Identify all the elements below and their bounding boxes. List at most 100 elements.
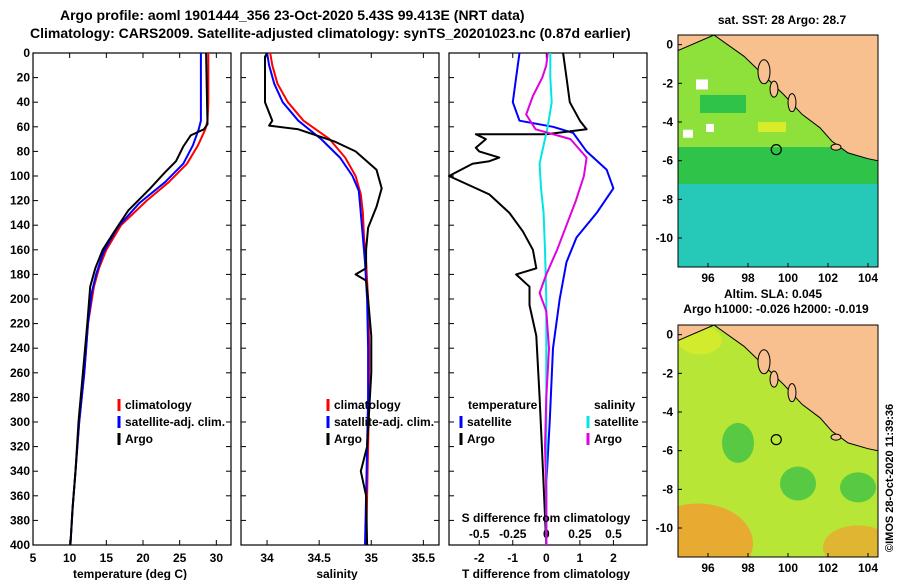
legend-t-argo: Argo [467, 432, 495, 446]
map-lat-label: -2 [662, 76, 673, 90]
sst-patch [758, 122, 786, 132]
series-temperature-argo [448, 52, 588, 546]
map-sla-title: Altim. SLA: 0.045 [724, 287, 822, 301]
series-satellite-adj-clim- [266, 52, 370, 546]
map-lat-label: 0 [666, 38, 673, 52]
map-lat-label: -10 [656, 521, 674, 535]
x-tick-label: 34 [260, 551, 274, 565]
x-tick-label-2: 0.25 [568, 527, 592, 541]
x-tick-label: 34.5 [307, 551, 331, 565]
depth-tick-label: 260 [10, 366, 30, 380]
x-tick-label: -1 [507, 551, 518, 565]
island [830, 143, 842, 151]
depth-tick-label: 80 [17, 144, 31, 158]
depth-tick-label: 380 [10, 513, 30, 527]
x-tick-label: 2 [610, 551, 617, 565]
map-lon-label: 98 [741, 271, 755, 285]
island [757, 349, 771, 375]
sumatra-land [678, 35, 878, 162]
map-frame [677, 324, 879, 558]
x-tick-label-2: -0.25 [499, 527, 527, 541]
legend-s-argo: Argo [594, 432, 622, 446]
legend-satellite: satellite-adj. clim. [334, 415, 434, 429]
sumatra-land [678, 325, 878, 452]
map-lat-label: -8 [662, 192, 673, 206]
map-frame [677, 34, 879, 268]
x-tick-label: 10 [63, 551, 77, 565]
map-lon-label: 102 [818, 271, 838, 285]
salinity-panel: 34 34.5 35 35.5 [240, 52, 440, 565]
sla-high [840, 472, 876, 503]
legend-s-satellite: satellite [594, 415, 639, 429]
map-lon-label: 100 [778, 561, 798, 575]
depth-tick-label: 240 [10, 341, 30, 355]
map-sst-title: sat. SST: 28 Argo: 28.7 [718, 13, 847, 27]
depth-tick-label: 340 [10, 464, 30, 478]
sla-high [722, 422, 754, 463]
temperature-legend: climatology satellite-adj. clim. Argo [117, 398, 225, 446]
depth-tick-label: 360 [10, 489, 30, 503]
x-tick-label: -2 [474, 551, 485, 565]
x-tick-label-2: 0.5 [605, 527, 622, 541]
plot-frame [32, 52, 232, 546]
map-lat-label: -10 [656, 231, 674, 245]
legend-satellite: satellite-adj. clim. [125, 415, 225, 429]
map-lat-label: -4 [662, 405, 673, 419]
depth-tick-label: 180 [10, 267, 30, 281]
argo-location-marker [770, 144, 782, 156]
depth-tick-label: 400 [10, 538, 30, 552]
map-lon-label: 96 [701, 561, 715, 575]
x-tick-label: 5 [30, 551, 37, 565]
map-lat-label: -2 [662, 366, 673, 380]
legend-temperature-title: temperature [468, 398, 538, 412]
depth-tick-label: 280 [10, 390, 30, 404]
imos-credit: ©IMOS 28-Oct-2020 11:39:36 [884, 404, 896, 552]
difference-xlabel-2: S difference from climatology [462, 511, 631, 525]
map-lat-label: 0 [666, 328, 673, 342]
x-tick-label: 35.5 [412, 551, 436, 565]
map-lon-label: 102 [818, 561, 838, 575]
temperature-xlabel: temperature (deg C) [73, 567, 187, 580]
legend-argo: Argo [334, 432, 362, 446]
depth-tick-label: 320 [10, 440, 30, 454]
legend-salinity-title: salinity [594, 398, 636, 412]
x-tick-label: 35 [365, 551, 379, 565]
sla-low [823, 525, 878, 557]
map-lon-label: 100 [778, 271, 798, 285]
depth-tick-label: 20 [17, 71, 31, 85]
map-field [678, 325, 878, 557]
temperature-panel: 0 20 40 60 80 100 120 140 160 180 200 220 240 260 280 3… [10, 46, 232, 565]
depth-tick-label: 140 [10, 218, 30, 232]
series-salinity-argo [525, 52, 588, 545]
sla-low [678, 503, 753, 557]
depth-tick-label: 160 [10, 243, 30, 257]
sst-mid-band [678, 147, 878, 184]
island [830, 433, 842, 441]
sla-high [780, 466, 816, 501]
series-argo [69, 52, 209, 546]
island [757, 59, 771, 85]
x-tick-label: 20 [136, 551, 150, 565]
island [787, 383, 797, 403]
map-lon-label: 104 [858, 271, 878, 285]
depth-tick-label: 220 [10, 317, 30, 331]
x-tick-label: 30 [210, 551, 224, 565]
depth-tick-label: 200 [10, 292, 30, 306]
depth-tick-label: 100 [10, 169, 30, 183]
salinity-legend: climatology satellite-adj. clim. Argo [326, 398, 434, 446]
sla-map: 96 98 100 102 104 0 -2 -4 -6 -8 -10 [656, 324, 879, 575]
cloud-gap [696, 79, 708, 90]
legend-argo: Argo [125, 432, 153, 446]
series-argo [264, 52, 383, 546]
title-line-2: Climatology: CARS2009. Satellite-adjuste… [30, 25, 631, 41]
sst-map: 96 98 100 102 104 0 -2 -4 -6 -8 -10 [656, 34, 879, 285]
depth-tick-label: 300 [10, 415, 30, 429]
difference-xlabel: T difference from climatology [462, 567, 630, 580]
cloud-gap [706, 123, 714, 132]
map-lat-label: -6 [662, 444, 673, 458]
map-lon-label: 104 [858, 561, 878, 575]
x-tick-label: 25 [173, 551, 187, 565]
legend-t-satellite: satellite [467, 415, 512, 429]
depth-tick-label: 40 [17, 95, 31, 109]
